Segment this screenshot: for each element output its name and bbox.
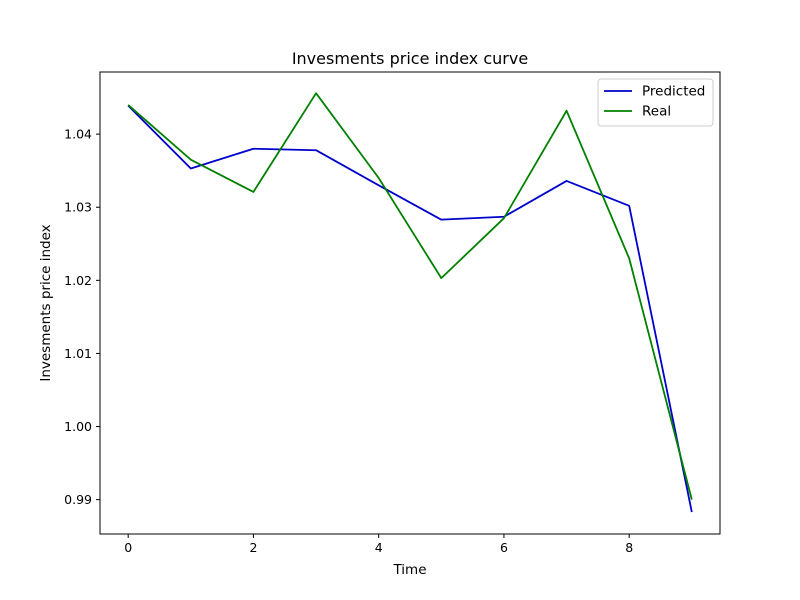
y-tick-label: 0.99 xyxy=(64,492,92,507)
y-tick-label: 1.01 xyxy=(64,346,92,361)
series-line-real xyxy=(127,92,693,500)
legend: Predicted Real xyxy=(597,78,714,127)
x-tick-label: 0 xyxy=(124,540,132,555)
y-tick-label: 1.04 xyxy=(64,127,92,142)
y-axis-ticks: 0.99 1.00 1.01 1.02 1.03 1.04 xyxy=(64,127,100,507)
legend-label-predicted: Predicted xyxy=(642,84,705,100)
x-tick-label: 8 xyxy=(625,540,633,555)
x-tick-label: 4 xyxy=(375,540,383,555)
y-axis-label: Invesments price index xyxy=(38,224,54,381)
legend-label-real: Real xyxy=(642,104,671,120)
y-tick-label: 1.00 xyxy=(64,419,92,434)
plot-frame xyxy=(99,71,721,535)
series-line-predicted xyxy=(127,104,693,513)
y-tick-label: 1.03 xyxy=(64,200,92,215)
y-tick-label: 1.02 xyxy=(64,273,92,288)
plot-lines xyxy=(127,92,693,513)
chart-title: Invesments price index curve xyxy=(292,49,528,68)
x-tick-label: 6 xyxy=(500,540,508,555)
x-tick-label: 2 xyxy=(249,540,257,555)
x-axis-label: Time xyxy=(392,562,426,578)
x-axis-ticks: 0 2 4 6 8 xyxy=(124,534,633,555)
